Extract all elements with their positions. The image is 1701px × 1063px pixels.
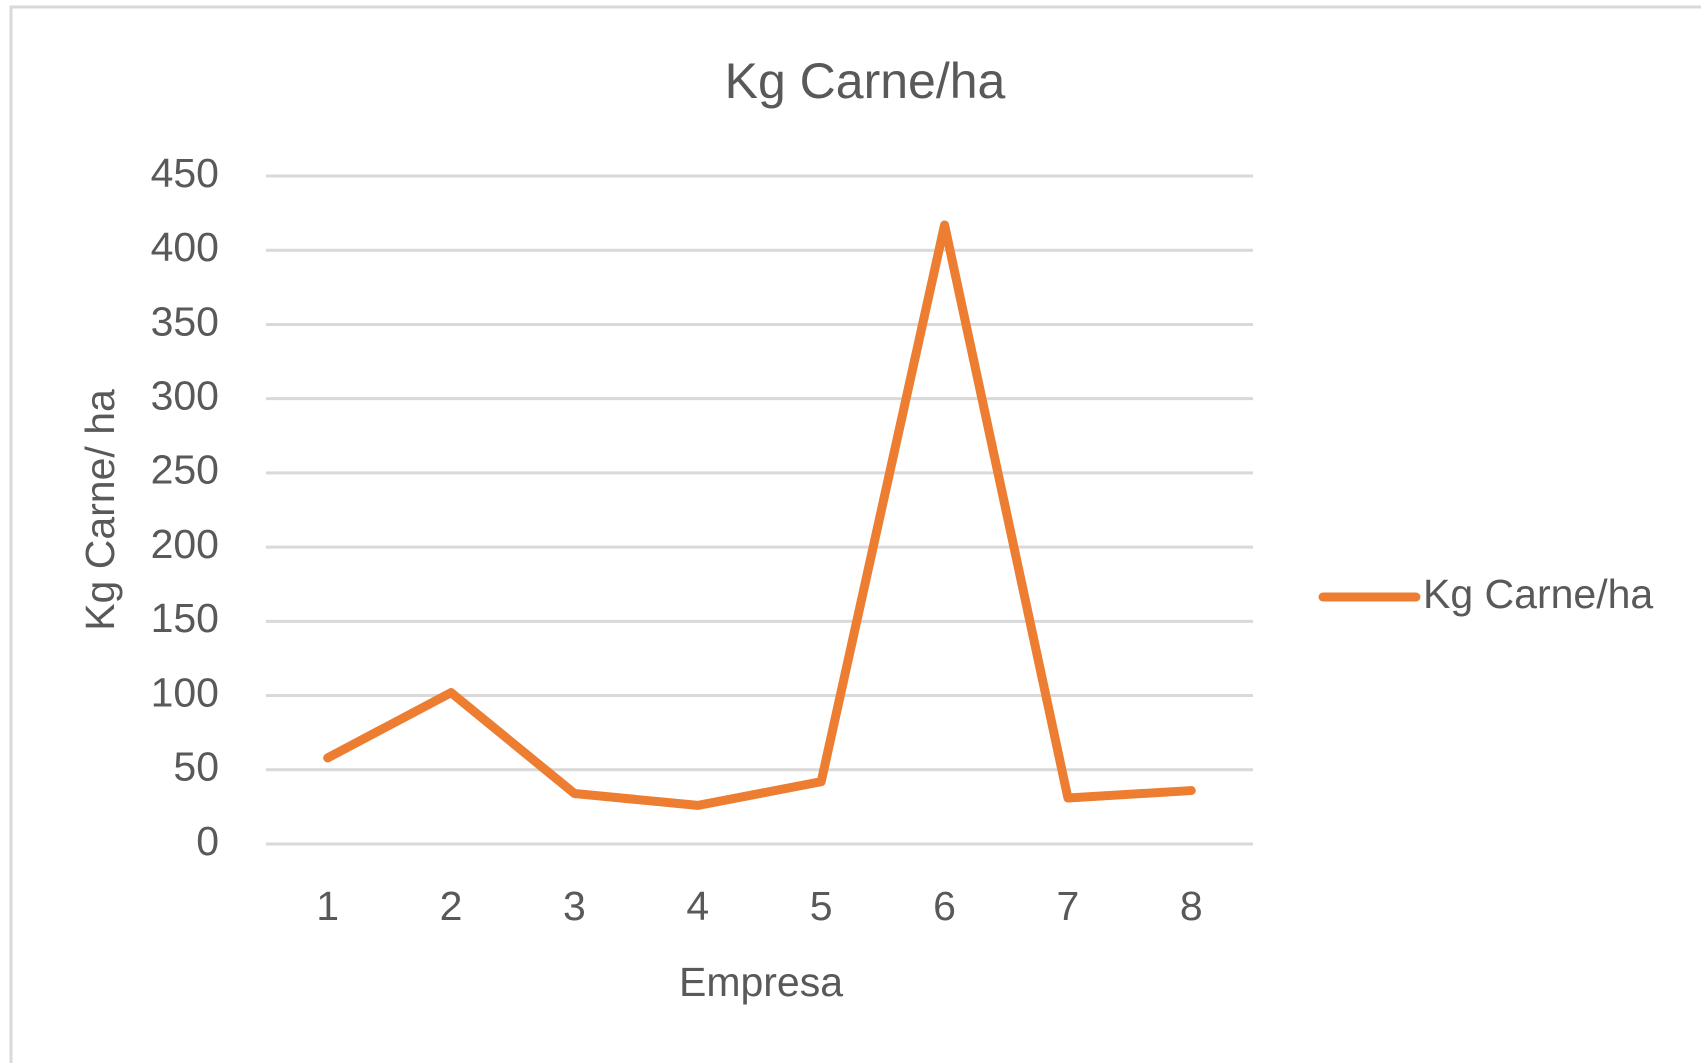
x-tick-label: 8 — [1180, 883, 1203, 929]
x-tick-label: 4 — [686, 883, 709, 929]
x-axis-label: Empresa — [679, 959, 843, 1005]
y-tick-label: 50 — [173, 744, 219, 790]
y-tick-label: 100 — [151, 669, 219, 715]
legend-label: Kg Carne/ha — [1423, 571, 1653, 617]
y-tick-label: 400 — [151, 224, 219, 270]
chart-title: Kg Carne/ha — [725, 53, 1006, 109]
chart-frame — [9, 5, 1701, 1063]
x-tick-label: 7 — [1057, 883, 1080, 929]
y-tick-label: 200 — [151, 521, 219, 567]
y-tick-label: 0 — [196, 818, 219, 864]
y-tick-label: 300 — [151, 372, 219, 418]
x-tick-label: 6 — [933, 883, 956, 929]
y-tick-label: 350 — [151, 298, 219, 344]
x-tick-label: 3 — [563, 883, 586, 929]
y-axis-label: Kg Carne/ ha — [77, 389, 123, 631]
data-line — [323, 220, 1196, 810]
y-tick-label: 150 — [151, 595, 219, 641]
x-tick-label: 2 — [440, 883, 463, 929]
y-tick-label: 250 — [151, 447, 219, 493]
y-tick-label: 450 — [151, 150, 219, 196]
x-tick-label: 5 — [810, 883, 833, 929]
x-tick-label: 1 — [316, 883, 339, 929]
